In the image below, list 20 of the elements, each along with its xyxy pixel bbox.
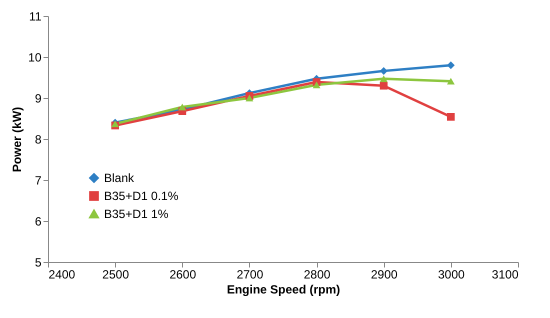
- y-tick-label: 9: [34, 92, 42, 106]
- x-tick-label: 2800: [304, 268, 331, 282]
- y-tick-label: 6: [34, 214, 42, 228]
- x-tick-label: 2900: [370, 268, 398, 282]
- x-tick-label: 3000: [438, 268, 466, 282]
- legend-label: B35+D1 1%: [104, 207, 169, 221]
- y-tick-label: 5: [34, 256, 42, 270]
- y-tick-label: 8: [34, 132, 42, 146]
- x-axis-title: Engine Speed (rpm): [226, 282, 340, 296]
- x-tick-label: 2400: [48, 268, 76, 282]
- x-tick-label: 3100: [492, 268, 519, 282]
- y-tick-label: 10: [28, 50, 42, 64]
- legend-label: Blank: [104, 171, 136, 185]
- x-tick-label: 2500: [102, 268, 130, 282]
- y-tick-label: 11: [29, 10, 42, 24]
- y-tick-label: 7: [34, 174, 42, 188]
- x-tick-label: 2700: [236, 268, 264, 282]
- y-axis-title: Power (kW): [10, 106, 24, 172]
- x-tick-label: 2600: [169, 268, 196, 282]
- legend-label: B35+D1 0.1%: [104, 189, 179, 203]
